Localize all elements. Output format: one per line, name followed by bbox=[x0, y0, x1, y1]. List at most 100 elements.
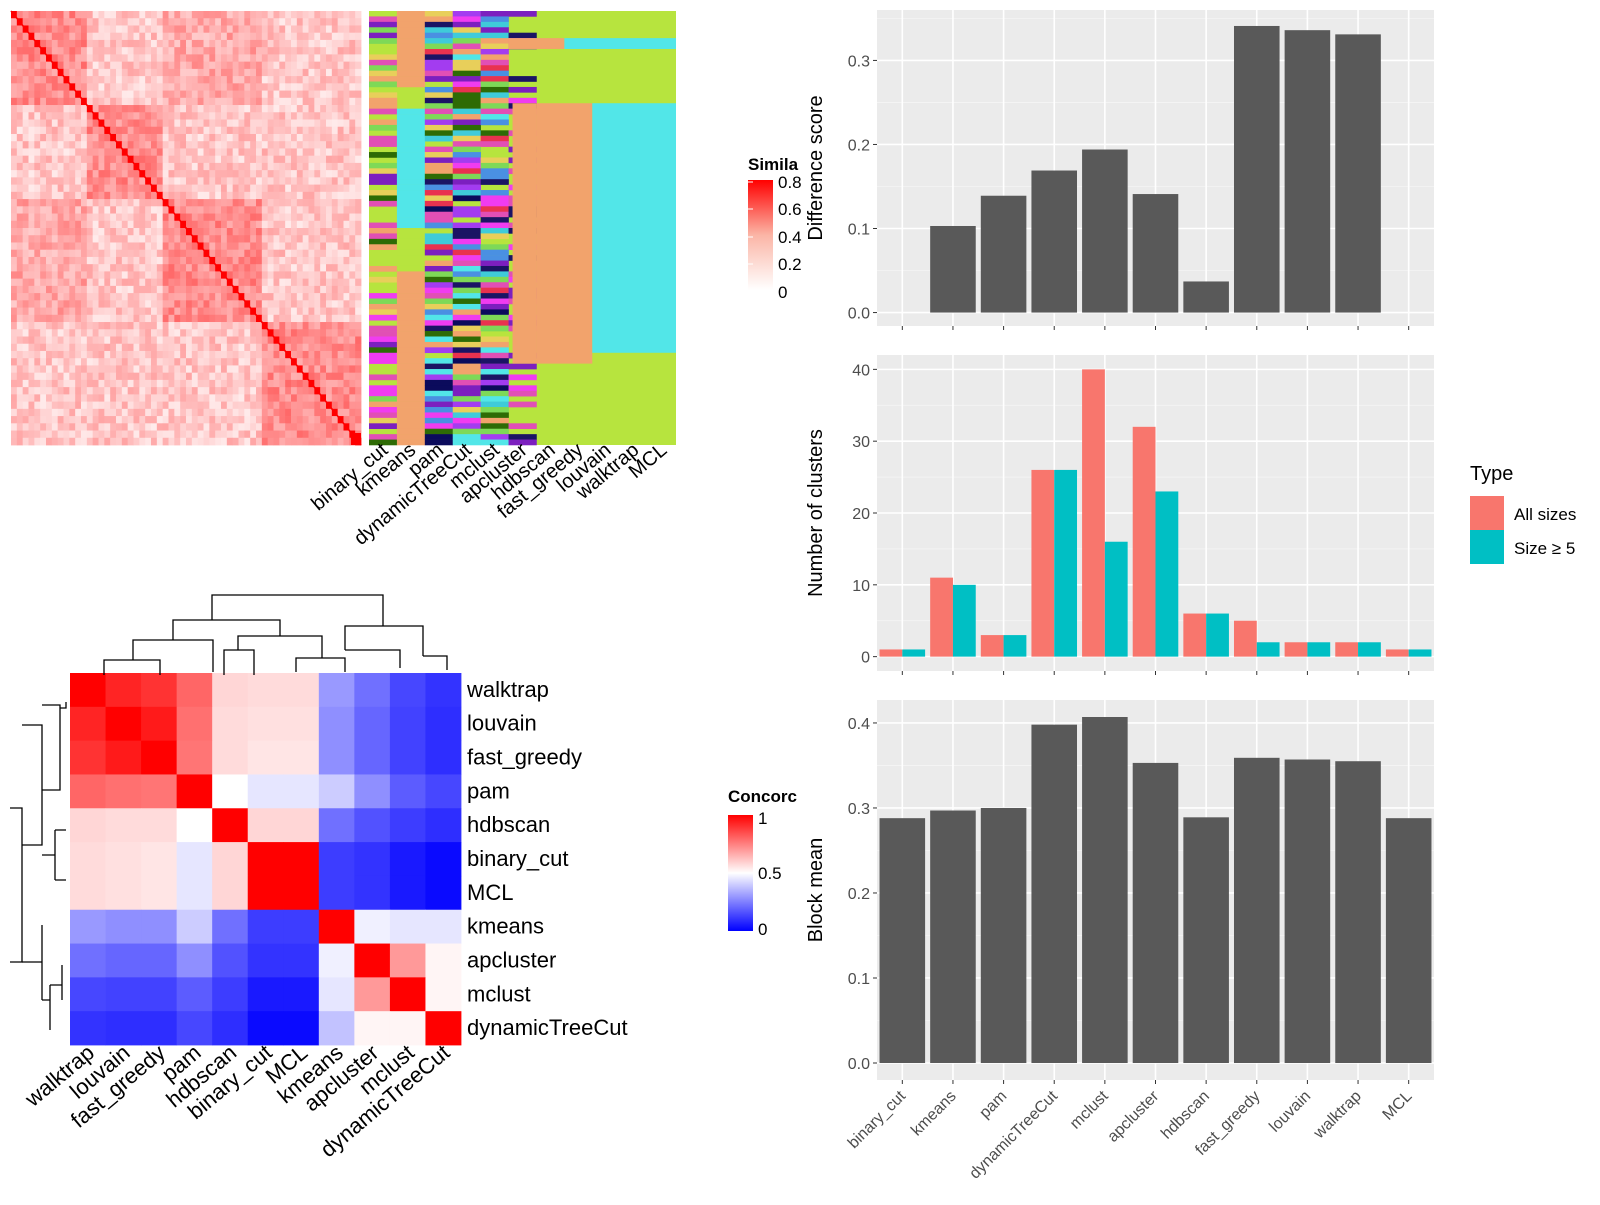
similarity-cell bbox=[215, 112, 222, 120]
similarity-cell bbox=[186, 126, 193, 135]
similarity-cell bbox=[291, 191, 298, 200]
similarity-cell bbox=[221, 314, 228, 323]
similarity-cell bbox=[127, 249, 134, 258]
bar-all-sizes bbox=[1031, 469, 1055, 657]
similarity-cell bbox=[98, 206, 105, 214]
similarity-cell bbox=[261, 249, 269, 258]
similarity-cell bbox=[46, 387, 53, 395]
similarity-cell bbox=[279, 242, 286, 251]
similarity-cell bbox=[279, 199, 286, 207]
similarity-cell bbox=[92, 11, 99, 19]
similarity-cell bbox=[116, 408, 123, 417]
similarity-cell bbox=[250, 278, 257, 287]
similarity-cell bbox=[308, 249, 315, 258]
similarity-cell bbox=[121, 278, 129, 287]
similarity-cell bbox=[291, 300, 298, 308]
similarity-cell bbox=[46, 293, 53, 301]
similarity-cell bbox=[349, 162, 356, 171]
similarity-cell bbox=[250, 350, 257, 359]
similarity-cell bbox=[104, 25, 111, 34]
membership-cell bbox=[424, 309, 454, 316]
similarity-cell bbox=[46, 162, 53, 171]
similarity-cell bbox=[104, 322, 111, 330]
similarity-cell bbox=[331, 76, 339, 84]
similarity-cell bbox=[51, 329, 59, 337]
similarity-cell bbox=[98, 61, 105, 70]
similarity-cell bbox=[133, 394, 140, 402]
similarity-cell bbox=[174, 18, 181, 26]
similarity-cell bbox=[349, 387, 356, 395]
similarity-cell bbox=[168, 184, 175, 193]
similarity-cell bbox=[116, 32, 123, 41]
similarity-cell bbox=[151, 271, 158, 280]
similarity-cell bbox=[261, 271, 269, 280]
similarity-cell bbox=[133, 97, 140, 106]
membership-cell bbox=[424, 369, 454, 375]
similarity-cell bbox=[197, 336, 204, 345]
similarity-cell bbox=[116, 47, 123, 55]
similarity-cell bbox=[22, 350, 29, 359]
similarity-cell bbox=[291, 39, 298, 48]
bar bbox=[1335, 761, 1381, 1063]
similarity-cell bbox=[320, 437, 327, 446]
similarity-cell bbox=[40, 416, 47, 424]
similarity-cell bbox=[285, 379, 292, 388]
similarity-cell bbox=[40, 83, 47, 91]
similarity-cell bbox=[127, 437, 134, 446]
membership-cell bbox=[396, 325, 426, 332]
membership-cell bbox=[480, 195, 509, 202]
membership-cell bbox=[396, 347, 426, 354]
similarity-cell bbox=[337, 423, 344, 431]
similarity-cell bbox=[261, 148, 269, 157]
similarity-cell bbox=[302, 11, 309, 19]
similarity-cell bbox=[326, 387, 333, 395]
similarity-cell bbox=[203, 228, 210, 236]
membership-cell bbox=[480, 222, 509, 229]
membership-cell bbox=[452, 135, 481, 142]
similarity-cell bbox=[296, 83, 304, 91]
similarity-cell bbox=[209, 112, 216, 120]
similarity-cell bbox=[57, 329, 64, 337]
similarity-cell bbox=[226, 177, 234, 185]
similarity-cell bbox=[256, 61, 263, 70]
similarity-cell bbox=[174, 76, 181, 84]
similarity-cell bbox=[121, 242, 129, 251]
similarity-cell bbox=[203, 141, 210, 149]
similarity-cell bbox=[92, 54, 99, 63]
similarity-cell bbox=[285, 278, 292, 287]
similarity-cell bbox=[337, 39, 344, 48]
similarity-cell bbox=[168, 379, 175, 388]
similarity-cell bbox=[331, 119, 339, 128]
similarity-cell bbox=[75, 264, 82, 272]
similarity-cell bbox=[291, 83, 298, 91]
similarity-cell bbox=[104, 379, 111, 388]
similarity-cell bbox=[209, 206, 216, 214]
y-tick-label: 30 bbox=[852, 434, 870, 451]
similarity-cell bbox=[232, 430, 239, 439]
similarity-cell bbox=[296, 228, 304, 236]
similarity-cell bbox=[63, 336, 70, 345]
similarity-cell bbox=[121, 307, 129, 316]
membership-cell bbox=[508, 11, 537, 17]
similarity-cell bbox=[343, 119, 350, 128]
membership-cell bbox=[369, 54, 398, 61]
membership-cell bbox=[396, 352, 426, 359]
similarity-cell bbox=[75, 112, 82, 120]
similarity-cell bbox=[320, 365, 327, 374]
similarity-cell bbox=[34, 401, 41, 410]
similarity-cell bbox=[86, 32, 94, 41]
similarity-cell bbox=[151, 336, 158, 345]
similarity-cell bbox=[81, 112, 88, 120]
similarity-cell bbox=[221, 97, 228, 106]
similarity-cell bbox=[337, 184, 344, 193]
similarity-cell bbox=[221, 177, 228, 185]
similarity-cell bbox=[104, 112, 111, 120]
membership-cell bbox=[424, 43, 454, 50]
similarity-cell bbox=[197, 199, 204, 207]
similarity-cell bbox=[151, 199, 158, 207]
concordance-cell bbox=[389, 977, 426, 1012]
similarity-cell bbox=[168, 365, 175, 374]
membership-cell bbox=[508, 439, 537, 446]
similarity-cell bbox=[349, 307, 356, 316]
similarity-cell bbox=[69, 401, 76, 410]
